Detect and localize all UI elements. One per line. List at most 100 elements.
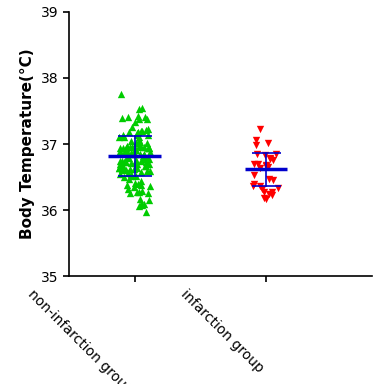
Point — [253, 137, 259, 144]
Point — [146, 156, 152, 162]
Point — [146, 161, 152, 167]
Point — [141, 144, 147, 150]
Point — [134, 189, 140, 195]
Point — [141, 151, 147, 157]
Point — [270, 177, 276, 183]
Point — [117, 148, 123, 154]
Point — [134, 132, 140, 138]
Point — [128, 173, 134, 179]
Point — [136, 143, 142, 149]
Point — [132, 161, 138, 167]
Point — [139, 202, 145, 209]
Point — [262, 163, 268, 169]
Point — [125, 186, 131, 192]
Point — [251, 180, 257, 187]
Point — [144, 159, 151, 165]
Point — [125, 170, 131, 176]
Point — [144, 155, 150, 161]
Point — [143, 159, 149, 165]
Point — [138, 128, 144, 134]
Point — [121, 159, 127, 165]
Point — [117, 170, 123, 177]
Point — [257, 126, 264, 132]
Point — [119, 166, 125, 172]
Point — [132, 151, 138, 157]
Point — [118, 91, 124, 97]
Point — [138, 201, 144, 207]
Point — [251, 161, 257, 167]
Point — [145, 190, 151, 196]
Point — [144, 168, 150, 174]
Point — [135, 113, 141, 119]
Point — [119, 157, 125, 164]
Point — [133, 146, 139, 152]
Y-axis label: Body Temperature(°C): Body Temperature(°C) — [20, 49, 35, 239]
Point — [260, 189, 267, 195]
Point — [263, 196, 269, 202]
Point — [275, 184, 281, 190]
Point — [269, 192, 275, 198]
Point — [266, 190, 272, 197]
Point — [147, 168, 153, 174]
Point — [116, 164, 123, 170]
Point — [132, 146, 138, 152]
Point — [266, 175, 272, 182]
Point — [125, 114, 131, 120]
Point — [136, 137, 142, 143]
Point — [131, 166, 137, 172]
Point — [262, 152, 268, 158]
Point — [141, 201, 147, 207]
Point — [135, 181, 141, 187]
Point — [137, 151, 143, 157]
Point — [270, 157, 276, 164]
Point — [127, 144, 133, 150]
Point — [136, 196, 142, 202]
Point — [124, 154, 131, 160]
Point — [134, 130, 140, 136]
Point — [138, 169, 144, 175]
Point — [144, 140, 150, 146]
Point — [143, 162, 149, 169]
Point — [147, 183, 153, 189]
Point — [119, 164, 125, 170]
Point — [116, 134, 122, 140]
Point — [133, 157, 139, 163]
Point — [119, 167, 125, 173]
Point — [128, 150, 134, 156]
Point — [125, 151, 131, 157]
Point — [138, 144, 144, 150]
Point — [121, 134, 128, 140]
Point — [136, 203, 142, 209]
Point — [257, 165, 263, 171]
Point — [265, 140, 271, 146]
Point — [120, 132, 126, 139]
Point — [145, 132, 151, 138]
Point — [117, 145, 123, 151]
Point — [117, 158, 123, 164]
Point — [136, 189, 142, 195]
Point — [141, 154, 147, 160]
Point — [128, 160, 134, 166]
Point — [145, 126, 151, 132]
Point — [128, 137, 134, 144]
Point — [143, 127, 149, 133]
Point — [128, 171, 134, 177]
Point — [140, 153, 146, 159]
Point — [136, 106, 142, 113]
Point — [118, 114, 124, 121]
Point — [147, 149, 153, 155]
Point — [267, 156, 273, 162]
Point — [123, 167, 129, 173]
Point — [124, 143, 130, 149]
Point — [129, 144, 136, 151]
Point — [133, 173, 139, 179]
Point — [117, 161, 123, 167]
Point — [143, 209, 149, 215]
Point — [255, 161, 261, 167]
Point — [116, 164, 122, 170]
Point — [137, 139, 143, 145]
Point — [142, 154, 148, 160]
Point — [123, 145, 129, 151]
Point — [126, 129, 132, 136]
Point — [259, 186, 265, 192]
